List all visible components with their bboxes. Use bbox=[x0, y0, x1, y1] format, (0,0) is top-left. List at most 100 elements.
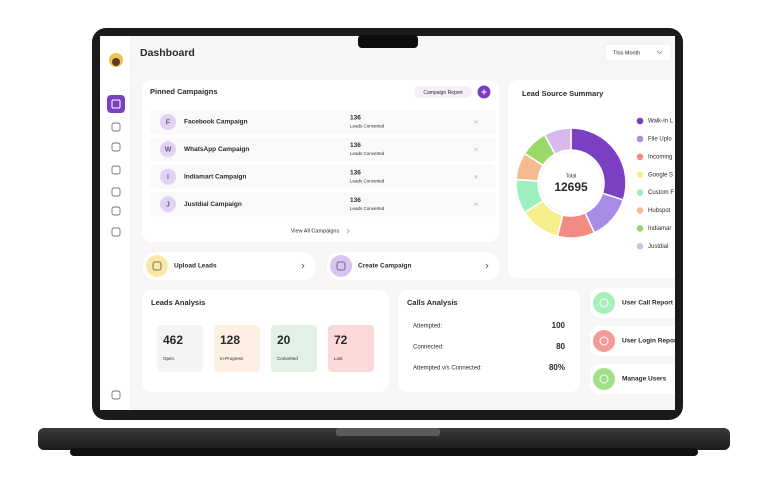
stat-value: 72 bbox=[334, 333, 348, 347]
campaign-report-label[interactable]: Campaign Report bbox=[423, 90, 463, 96]
campaign-row bbox=[150, 137, 496, 162]
remove-icon[interactable] bbox=[474, 175, 478, 179]
legend-label: Hubspot bbox=[648, 208, 671, 214]
period-label: This Month bbox=[613, 50, 640, 56]
legend-swatch bbox=[636, 207, 644, 214]
action-chevron bbox=[485, 263, 489, 269]
campaign-initial: W bbox=[165, 147, 172, 154]
calls-label: Attempted v/s Connected: bbox=[413, 366, 482, 372]
card-title: Lead Source Summary bbox=[522, 89, 604, 98]
report-label[interactable]: Manage Users bbox=[622, 376, 666, 383]
avatar-face bbox=[112, 58, 120, 66]
campaign-row bbox=[150, 110, 496, 134]
campaign-count-label: Leads Converted bbox=[350, 151, 385, 156]
action-icon bbox=[146, 255, 168, 277]
legend-swatch bbox=[636, 117, 644, 125]
view-all-chevron bbox=[346, 228, 350, 234]
campaign-count: 136 bbox=[350, 142, 361, 149]
nav-dashboard[interactable] bbox=[107, 95, 125, 113]
legend-label: Justdial bbox=[648, 244, 668, 250]
stat-value: 20 bbox=[277, 333, 291, 347]
legend-swatch bbox=[636, 243, 644, 250]
nav-icon[interactable] bbox=[111, 206, 121, 216]
campaign-count: 136 bbox=[350, 170, 361, 177]
legend-swatch bbox=[636, 135, 644, 143]
card-title: Pinned Campaigns bbox=[150, 87, 218, 96]
legend-swatch bbox=[636, 189, 644, 196]
calls-value: 100 bbox=[552, 321, 566, 330]
legend-swatch bbox=[636, 171, 644, 178]
stat-value: 462 bbox=[163, 333, 183, 347]
view-all-link[interactable]: View All Campaigns bbox=[291, 228, 340, 234]
calls-value: 80 bbox=[556, 342, 565, 351]
screen: Dashboard This Month Pinned Campaigns Campa… bbox=[100, 36, 680, 410]
nav-icon[interactable] bbox=[111, 227, 121, 237]
base-lip bbox=[70, 448, 698, 456]
stat-box bbox=[328, 325, 374, 372]
stat-label: In-Progress bbox=[220, 356, 244, 361]
legend-label: Incoming bbox=[648, 154, 672, 160]
campaign-count-label: Leads Converted bbox=[350, 178, 385, 183]
legend-label: Custom F bbox=[648, 190, 674, 196]
stat-label: Converted bbox=[277, 356, 298, 361]
action-label[interactable]: Create Campaign bbox=[358, 263, 411, 270]
nav-icon[interactable] bbox=[111, 142, 121, 152]
action-chevron bbox=[301, 263, 305, 269]
period-dropdown[interactable] bbox=[604, 43, 672, 62]
calls-label: Attempted: bbox=[413, 324, 442, 330]
donut-total: 12695 bbox=[554, 180, 588, 194]
stat-label: Open bbox=[163, 356, 175, 361]
campaign-count: 136 bbox=[350, 115, 361, 122]
stat-value: 128 bbox=[220, 333, 240, 347]
remove-icon[interactable] bbox=[474, 147, 478, 152]
stat-box bbox=[157, 325, 203, 372]
action-button[interactable] bbox=[327, 252, 499, 280]
action-icon-glyph bbox=[152, 261, 162, 271]
report-icon bbox=[593, 368, 615, 390]
donut-center bbox=[539, 151, 603, 215]
nav-icon[interactable] bbox=[111, 390, 121, 400]
card-title: Calls Analysis bbox=[407, 298, 458, 307]
remove-icon[interactable] bbox=[474, 120, 478, 124]
campaign-name: Facebook Campaign bbox=[184, 119, 248, 126]
campaign-count-label: Leads Converted bbox=[350, 206, 385, 211]
stat-label: Lost bbox=[334, 356, 343, 361]
calls-label: Connected: bbox=[413, 345, 444, 351]
calls-value: 80% bbox=[549, 363, 565, 372]
report-icon bbox=[593, 292, 615, 314]
add-icon bbox=[481, 89, 487, 95]
campaign-initial: I bbox=[167, 174, 169, 181]
campaign-name: Justdial Campaign bbox=[184, 201, 242, 208]
action-button[interactable] bbox=[143, 252, 315, 280]
report-label[interactable]: User Login Report bbox=[622, 338, 680, 345]
nav-icon[interactable] bbox=[111, 122, 121, 132]
campaign-initial-badge bbox=[160, 168, 176, 185]
legend-label: Walk-In L bbox=[648, 119, 674, 125]
campaign-name: Indiamart Campaign bbox=[184, 174, 247, 181]
legend-label: Indiamar bbox=[648, 226, 671, 232]
campaign-report-button[interactable] bbox=[414, 86, 472, 98]
campaign-initial: F bbox=[166, 119, 170, 126]
report-label[interactable]: User Call Report bbox=[622, 300, 674, 307]
stat-box bbox=[271, 325, 317, 372]
base-groove bbox=[336, 428, 440, 436]
legend-swatch bbox=[636, 225, 644, 232]
stat-box bbox=[214, 325, 260, 372]
report-icon bbox=[593, 330, 615, 352]
action-label[interactable]: Upload Leads bbox=[174, 263, 217, 270]
campaign-row bbox=[150, 164, 496, 189]
calls-analysis-card bbox=[398, 290, 580, 392]
campaign-name: WhatsApp Campaign bbox=[184, 146, 249, 153]
remove-icon[interactable] bbox=[474, 202, 478, 206]
nav-icon[interactable] bbox=[111, 187, 121, 197]
nav-dashboard-icon bbox=[111, 99, 121, 109]
donut-total-label: Total bbox=[566, 173, 577, 179]
report-icon-glyph bbox=[599, 374, 609, 384]
nav-icon[interactable] bbox=[111, 165, 121, 175]
campaign-row bbox=[150, 192, 496, 217]
report-icon-glyph bbox=[599, 336, 609, 346]
campaign-initial-badge bbox=[160, 141, 176, 158]
